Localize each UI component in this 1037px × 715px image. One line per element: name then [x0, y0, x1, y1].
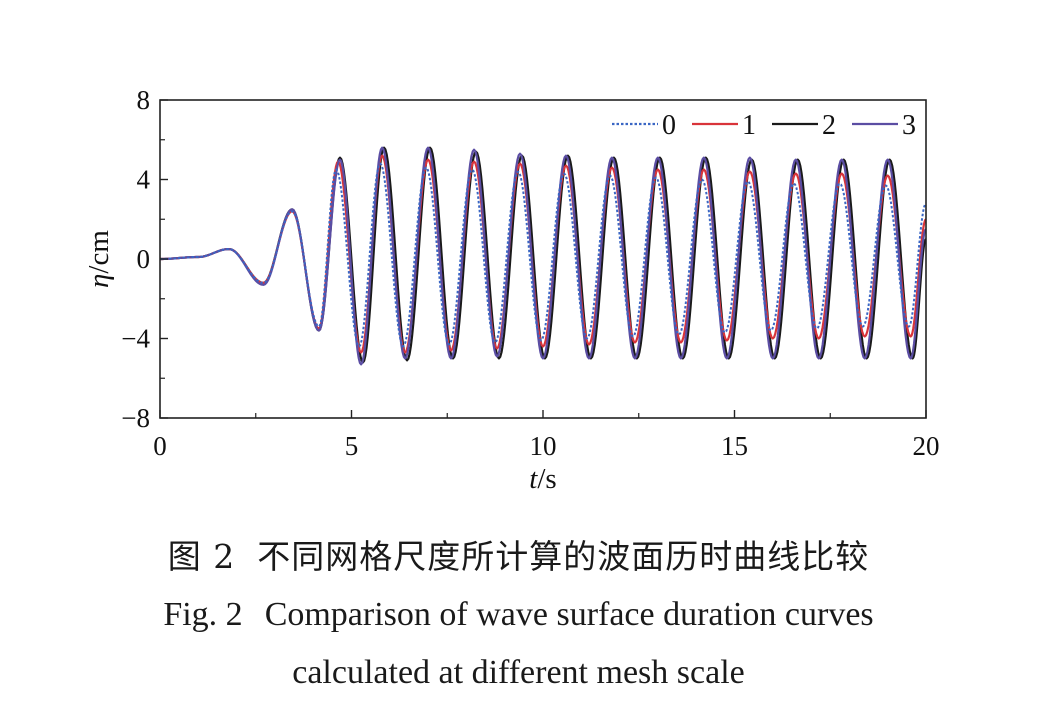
- plot-area: [160, 146, 926, 366]
- x-tick-label: 5: [345, 431, 359, 461]
- y-tick-label: −4: [121, 324, 150, 354]
- legend: 0 1 2 3: [612, 110, 916, 141]
- x-axis-label: t/s: [529, 463, 556, 495]
- caption-chinese: 图 2 不同网格尺度所计算的波面历时曲线比较: [0, 530, 1037, 578]
- caption-zh-label: 图 2: [167, 537, 236, 576]
- y-axis-label-var: η: [83, 274, 115, 288]
- y-axis-label-unit: /cm: [83, 230, 115, 274]
- y-axis-label: η/cm: [83, 230, 115, 288]
- legend-label-0: 0: [662, 110, 676, 141]
- series-line-0: [160, 162, 926, 348]
- x-axis-label-unit: /s: [537, 463, 556, 495]
- y-tick-label: 4: [137, 165, 151, 195]
- legend-label-2: 2: [822, 110, 836, 141]
- y-tick-label: 8: [137, 85, 151, 115]
- caption-zh-text: 不同网格尺度所计算的波面历时曲线比较: [257, 537, 870, 576]
- wave-chart: 0 5 10 15 20 −8 −4 0 4 8 0 1 2 3 t/s η/cm: [83, 85, 940, 495]
- series-line-1: [160, 154, 926, 354]
- caption-en-label: Fig. 2: [163, 596, 243, 633]
- y-tick-label: −8: [121, 403, 150, 433]
- caption-english-line2: calculated at different mesh scale: [292, 654, 745, 691]
- legend-label-3: 3: [902, 110, 916, 141]
- y-tick-label: 0: [137, 244, 151, 274]
- legend-label-1: 1: [742, 110, 756, 141]
- x-tick-label: 20: [913, 431, 940, 461]
- caption-en-text-1: Comparison of wave surface duration curv…: [264, 596, 874, 633]
- x-tick-label: 0: [153, 431, 167, 461]
- x-tick-label: 15: [721, 431, 748, 461]
- x-axis-label-var: t: [529, 463, 538, 495]
- caption-english-line1: Fig. 2 Comparison of wave surface duratio…: [0, 596, 1037, 634]
- x-tick-label: 10: [530, 431, 557, 461]
